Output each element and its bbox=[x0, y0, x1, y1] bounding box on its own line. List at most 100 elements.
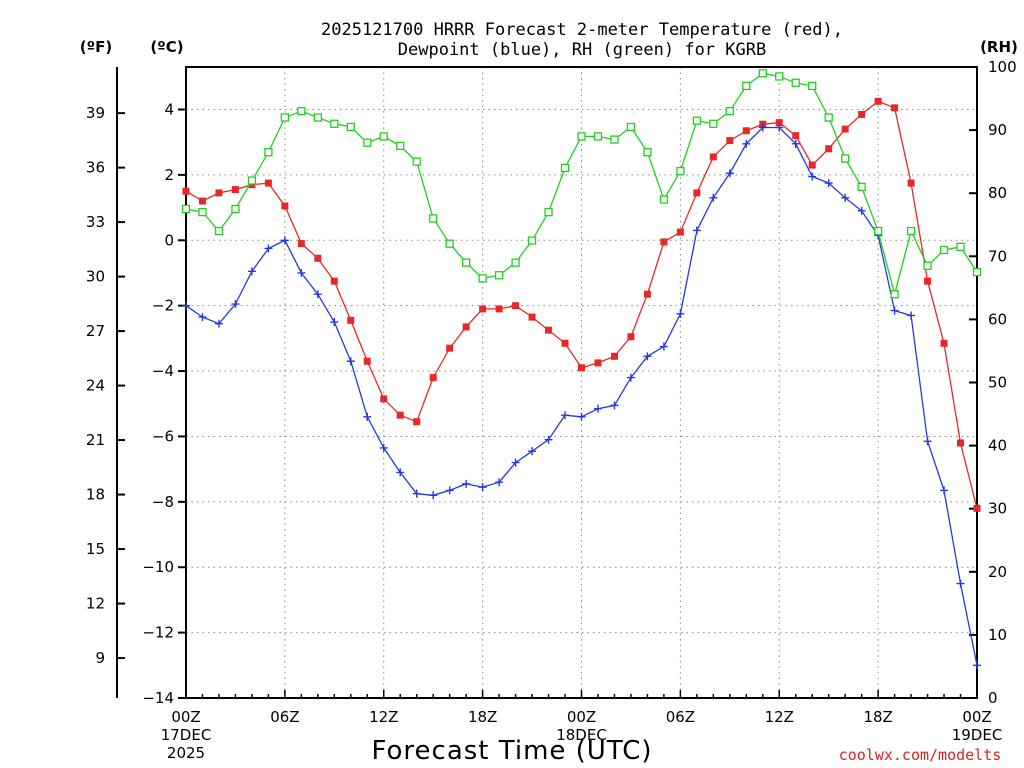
temperature-point bbox=[660, 238, 668, 246]
dewpoint-point bbox=[940, 486, 949, 495]
temperature-point bbox=[413, 418, 421, 426]
fahrenheit-tick-label: 24 bbox=[86, 377, 105, 395]
temperature-point bbox=[462, 323, 470, 331]
fahrenheit-tick-label: 18 bbox=[86, 486, 105, 504]
temperature-point bbox=[314, 254, 322, 262]
temperature-point bbox=[792, 132, 800, 140]
temperature-point bbox=[495, 305, 503, 313]
rh-point bbox=[445, 239, 454, 248]
temperature-point bbox=[924, 277, 932, 285]
celsius-tick-label: −12 bbox=[142, 624, 174, 642]
temperature-point bbox=[808, 161, 816, 169]
dewpoint-point bbox=[841, 193, 850, 202]
temperature-point bbox=[561, 339, 569, 347]
fahrenheit-tick-label: 12 bbox=[86, 595, 105, 613]
temperature-point bbox=[627, 333, 635, 341]
dewpoint-point bbox=[561, 411, 570, 420]
dewpoint-point bbox=[363, 412, 372, 421]
dewpoint-point bbox=[643, 352, 652, 361]
dewpoint-point bbox=[791, 139, 800, 148]
rh-point bbox=[643, 148, 652, 157]
fahrenheit-tick-label: 15 bbox=[86, 540, 105, 558]
dewpoint-point bbox=[676, 309, 685, 318]
temperature-point bbox=[594, 359, 602, 367]
temperature-point bbox=[429, 374, 437, 382]
chart-title-line1: 2025121700 HRRR Forecast 2-meter Tempera… bbox=[321, 20, 843, 40]
fahrenheit-tick-label: 30 bbox=[86, 268, 105, 286]
temperature-point bbox=[643, 290, 651, 298]
temperature-point bbox=[907, 179, 915, 187]
rh-point bbox=[313, 113, 322, 122]
rh-point bbox=[610, 135, 619, 144]
rh-point bbox=[577, 132, 586, 141]
dewpoint-point bbox=[412, 489, 421, 498]
rh-point bbox=[363, 138, 372, 147]
rh-point bbox=[906, 226, 916, 236]
x-axis-title: Forecast Time (UTC) bbox=[371, 736, 652, 766]
dewpoint-point bbox=[379, 443, 388, 452]
dewpoint-point bbox=[775, 123, 784, 132]
dewpoint-point bbox=[742, 139, 751, 148]
rh-point bbox=[923, 261, 932, 270]
rh-point bbox=[494, 271, 504, 280]
rh-point bbox=[791, 78, 800, 87]
temperature-point bbox=[281, 202, 289, 210]
rh-point bbox=[231, 204, 240, 214]
dewpoint-point bbox=[544, 435, 553, 444]
dewpoint-point bbox=[429, 491, 438, 500]
rh-point bbox=[972, 267, 982, 277]
time-tick-label: 06Z bbox=[270, 708, 299, 726]
dewpoint-point bbox=[610, 401, 619, 410]
celsius-tick-label: 2 bbox=[164, 166, 174, 184]
series-layer bbox=[181, 69, 982, 670]
celsius-tick-label: −10 bbox=[142, 558, 174, 576]
temperature-point bbox=[479, 305, 487, 313]
rh-point bbox=[873, 226, 883, 236]
dewpoint-point bbox=[923, 437, 932, 446]
fahrenheit-tick-label: 36 bbox=[86, 159, 105, 177]
rh-point bbox=[560, 163, 570, 173]
dewpoint-point bbox=[577, 412, 586, 421]
rh-point bbox=[725, 107, 734, 116]
celsius-tick-label: −8 bbox=[152, 493, 174, 511]
dewpoint-point bbox=[692, 226, 701, 235]
fahrenheit-tick-label: 27 bbox=[86, 322, 105, 340]
temperature-point bbox=[198, 197, 206, 205]
fahrenheit-axis: 9 12 15 18 21 24 27 30 33 36 39 bbox=[86, 104, 125, 667]
fahrenheit-unit-label: (ºF) bbox=[80, 38, 112, 56]
dewpoint-point bbox=[396, 468, 405, 477]
rh-point bbox=[214, 226, 224, 236]
rh-point bbox=[429, 214, 438, 223]
rh-point bbox=[824, 113, 833, 122]
time-tick-label: 12Z bbox=[369, 708, 398, 726]
temperature-point bbox=[182, 187, 190, 195]
dewpoint-point bbox=[758, 123, 767, 132]
temperature-point bbox=[676, 228, 684, 236]
temperature-point bbox=[874, 97, 882, 105]
temperature-point bbox=[693, 189, 701, 197]
dewpoint-point bbox=[495, 478, 504, 487]
temperature-point bbox=[297, 240, 305, 248]
dewpoint-point bbox=[659, 342, 668, 351]
rh-tick-label: 20 bbox=[988, 563, 1007, 581]
time-tick-label: 18Z bbox=[468, 708, 497, 726]
celsius-axis: −14 −12 −10 −8 −6 −4 −2 0 2 4 bbox=[142, 101, 186, 707]
time-tick-label: 00Z bbox=[962, 708, 991, 726]
temperature-point bbox=[742, 127, 750, 135]
rh-tick-label: 100 bbox=[988, 58, 1017, 76]
temperature-point bbox=[775, 119, 783, 127]
rh-point bbox=[709, 119, 718, 128]
dewpoint-point bbox=[264, 244, 273, 253]
dewpoint-point bbox=[907, 311, 916, 320]
dewpoint-point bbox=[528, 447, 537, 456]
rh-point bbox=[181, 204, 191, 214]
dewpoint-point bbox=[297, 268, 306, 277]
temperature-point bbox=[512, 302, 520, 310]
rh-tick-label: 90 bbox=[988, 121, 1007, 139]
chart-title-line2: Dewpoint (blue), RH (green) for KGRB bbox=[398, 40, 766, 60]
fahrenheit-tick-label: 9 bbox=[95, 649, 105, 667]
rh-point bbox=[297, 107, 306, 116]
